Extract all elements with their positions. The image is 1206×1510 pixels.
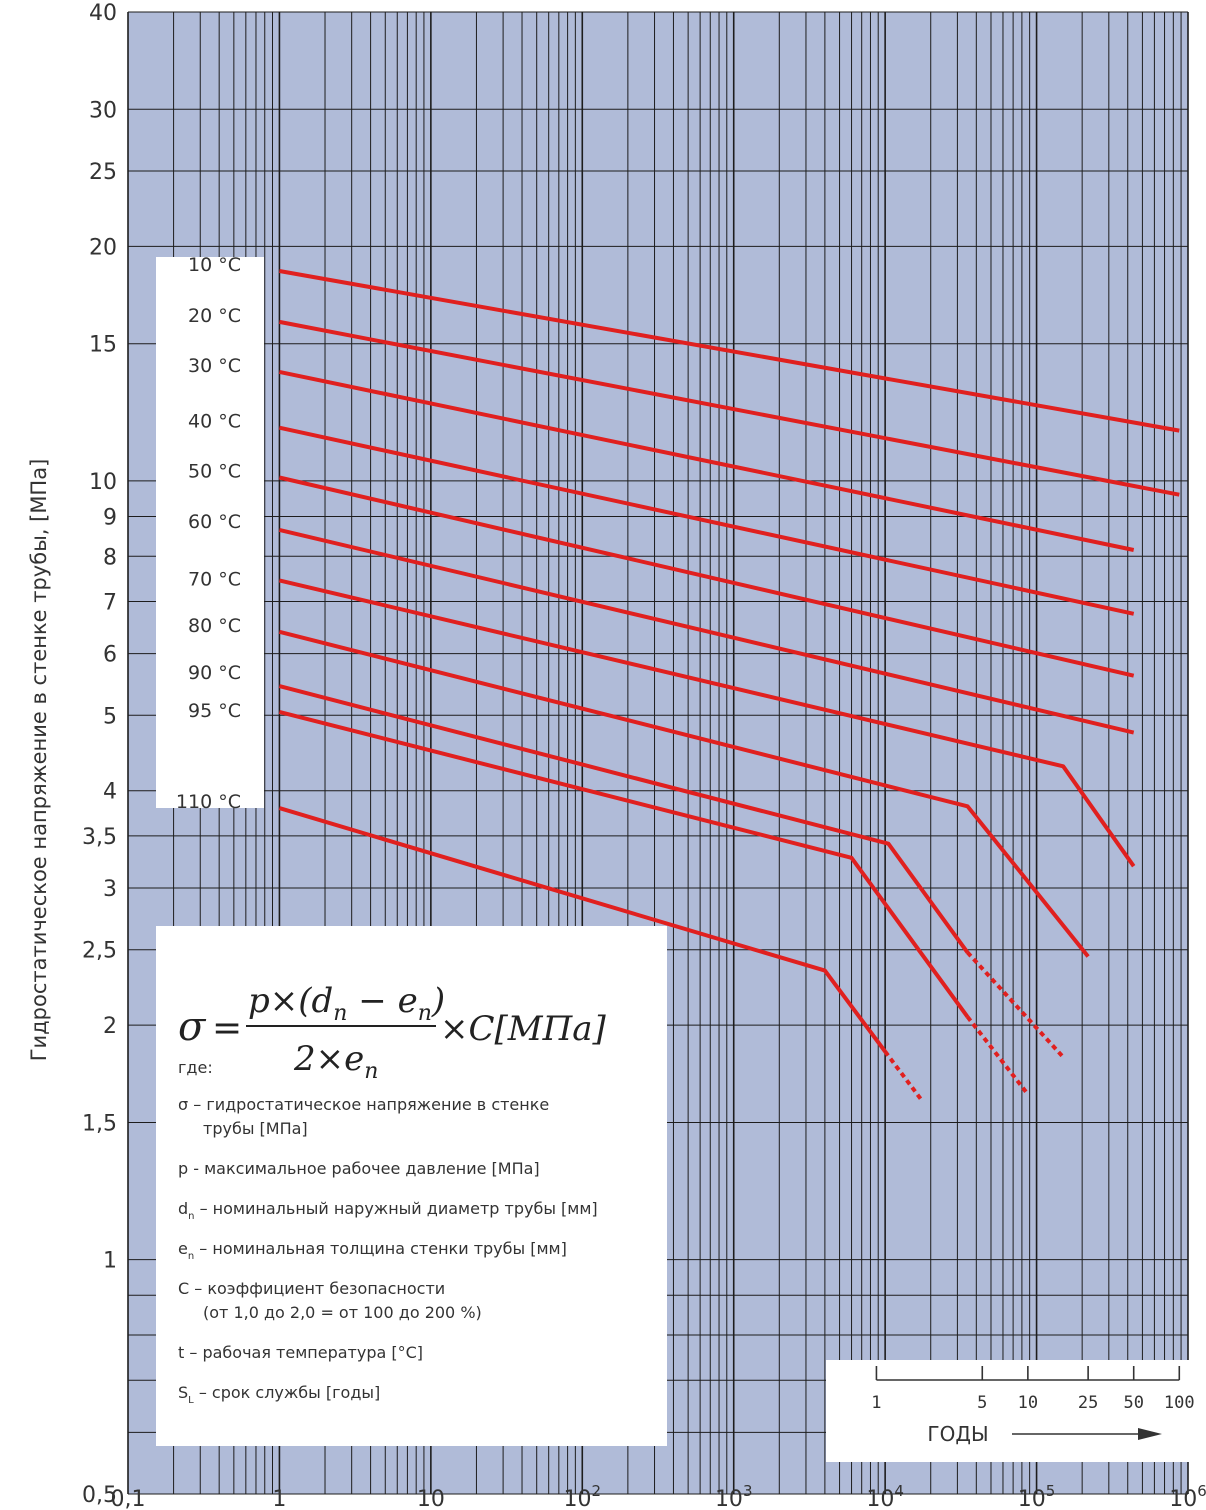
legend-item: SL – срок службы [годы] (178, 1383, 380, 1406)
formula-num-part2: − e (347, 981, 417, 1021)
formula-denominator: 2×en (293, 1039, 378, 1084)
series-label: 60 °C (188, 511, 241, 533)
series-line (278, 369, 1135, 552)
series-dashed-extension (883, 1050, 924, 1102)
years-tick-label: 5 (977, 1393, 987, 1413)
formula-den-part: 2×e (293, 1039, 364, 1079)
y-tick-label: 0,5 (82, 1483, 117, 1508)
x-tick-label: 103 (715, 1482, 753, 1510)
formula: σ = p×(dn − en) 2×en ×C[MПa] (178, 981, 607, 1084)
y-tick-label: 5 (103, 704, 117, 729)
series-label: 10 °C (188, 254, 241, 276)
legend-item: dn – номинальный наружный диаметр трубы … (178, 1199, 598, 1222)
series-label: 95 °C (188, 700, 241, 722)
formula-num-sub2: n (418, 1001, 432, 1026)
years-arrow-head (1138, 1428, 1162, 1440)
formula-num-close: ) (431, 981, 445, 1021)
series-dashed-extension (965, 1015, 1030, 1096)
series-label: 20 °C (188, 305, 241, 327)
legend-item: σ – гидростатическое напряжение в стенке (178, 1095, 549, 1114)
years-tick-label: 25 (1078, 1393, 1098, 1413)
formula-den-sub: n (364, 1059, 378, 1084)
series-line (278, 475, 1135, 678)
legend-item-continuation: трубы [МПа] (203, 1119, 308, 1138)
y-tick-label: 40 (89, 1, 117, 26)
series-labels: 10 °C 20 °C 30 °C 40 °C 50 °C 60 °C 70 °C 80 °C… (176, 254, 241, 813)
y-tick-label: 2 (103, 1014, 117, 1039)
years-tick-label: 10 (1018, 1393, 1038, 1413)
y-axis-tick-labels: 40 30 25 20 15 10 9 8 7 6 5 4 3,5 3 2,5 2 1,5 1 0,5 (82, 1, 117, 1508)
y-tick-label: 7 (103, 590, 117, 615)
series-line (278, 684, 970, 954)
x-tick-label: 0,1 (111, 1487, 146, 1510)
y-tick-label: 20 (89, 235, 117, 260)
formula-num-sub1: n (333, 1001, 347, 1026)
legend-where: где: (178, 1058, 213, 1077)
y-tick-label: 9 (103, 505, 117, 530)
y-tick-label: 25 (89, 160, 117, 185)
x-tick-label: 104 (866, 1482, 904, 1510)
series-lines (278, 269, 1180, 1102)
y-axis-title: Гидростатическое напряжение в стенке тру… (27, 459, 51, 1062)
y-tick-label: 8 (103, 545, 117, 570)
series-label: 70 °C (188, 568, 241, 590)
series-line (278, 806, 887, 1053)
formula-numerator: p×(dn − en) (248, 981, 445, 1026)
legend-item: C – коэффициент безопасности (178, 1279, 445, 1298)
series-line (279, 269, 1180, 433)
series-label: 50 °C (188, 460, 241, 482)
series-label: 30 °C (188, 355, 241, 377)
series-label: 80 °C (188, 615, 241, 637)
x-tick-label: 102 (564, 1482, 602, 1510)
formula-rhs: ×C[MПa] (440, 1009, 607, 1049)
x-tick-label: 106 (1169, 1482, 1206, 1510)
legend-panel (156, 926, 667, 1446)
y-tick-label: 10 (89, 470, 117, 495)
y-tick-label: 1 (103, 1249, 117, 1274)
legend-items: σ – гидростатическое напряжение в стенке… (178, 1095, 598, 1406)
series-label-panel (156, 257, 264, 808)
y-tick-label: 1,5 (82, 1111, 117, 1136)
series-line (278, 709, 970, 1018)
series-line (278, 578, 1136, 868)
x-axis-tick-labels: 0,1 1 10 102 103 104 105 106 (111, 1482, 1206, 1510)
x-tick-label: 105 (1018, 1482, 1056, 1510)
series-dashed-extension (966, 951, 1065, 1059)
x-tick-label: 10 (417, 1487, 445, 1510)
legend-item: en – номинальная толщина стенки трубы [м… (178, 1239, 567, 1262)
formula-lhs: σ (178, 1004, 207, 1050)
formula-num-part1: p×(d (248, 981, 333, 1021)
series-line (278, 629, 1090, 958)
years-tick-label: 50 (1123, 1393, 1143, 1413)
legend-item: p - максимальное рабочее давление [МПа] (178, 1159, 540, 1178)
formula-equals: = (212, 1008, 242, 1049)
legend-item: t – рабочая температура [°C] (178, 1343, 423, 1362)
y-tick-label: 15 (89, 333, 117, 358)
series-line (278, 425, 1135, 616)
years-axis: 1 5 10 25 50 100 (871, 1366, 1195, 1413)
y-tick-label: 3,5 (82, 825, 117, 850)
legend-item-continuation: (от 1,0 до 2,0 = от 100 до 200 %) (203, 1303, 482, 1322)
y-tick-label: 2,5 (82, 939, 117, 964)
years-tick-label: 1 (871, 1393, 881, 1413)
y-tick-label: 4 (103, 780, 117, 805)
series-line (279, 319, 1180, 497)
y-tick-label: 30 (89, 98, 117, 123)
series-label: 90 °C (188, 662, 241, 684)
series-line (278, 527, 1135, 735)
series-label: 40 °C (188, 411, 241, 433)
x-tick-label: 1 (272, 1487, 286, 1510)
series-label: 110 °C (176, 791, 241, 813)
y-tick-label: 6 (103, 643, 117, 668)
years-tick-label: 100 (1164, 1393, 1195, 1413)
years-title: ГОДЫ (927, 1422, 988, 1446)
y-tick-label: 3 (103, 877, 117, 902)
